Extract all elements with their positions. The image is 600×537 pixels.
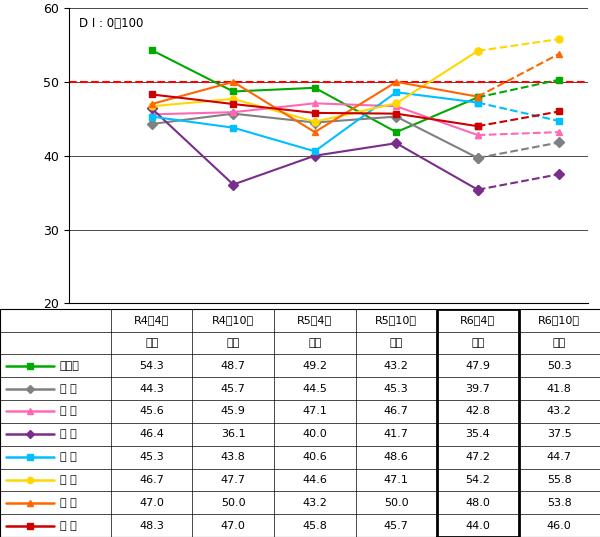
Text: 37.5: 37.5 (547, 429, 572, 439)
Text: D I : 0～100: D I : 0～100 (79, 17, 144, 30)
Text: 45.7: 45.7 (221, 383, 245, 394)
Text: 41.8: 41.8 (547, 383, 572, 394)
Text: 44.5: 44.5 (302, 383, 327, 394)
Text: 実感: 実感 (308, 338, 322, 348)
Text: 45.3: 45.3 (384, 383, 409, 394)
Text: 県 計: 県 計 (60, 520, 77, 531)
Text: R5年10月: R5年10月 (375, 315, 417, 325)
Text: R4年10月: R4年10月 (212, 315, 254, 325)
Text: 50.0: 50.0 (384, 498, 409, 508)
Text: 芳 賀: 芳 賀 (60, 429, 77, 439)
Text: 43.8: 43.8 (221, 452, 245, 462)
Text: 46.4: 46.4 (139, 429, 164, 439)
Text: 47.0: 47.0 (139, 498, 164, 508)
Text: 48.0: 48.0 (466, 498, 490, 508)
Text: 実感: 実感 (145, 338, 158, 348)
Text: 48.6: 48.6 (384, 452, 409, 462)
Text: 宇都宮: 宇都宮 (60, 361, 80, 371)
Text: 47.9: 47.9 (465, 361, 490, 371)
Text: 両 毛: 両 毛 (60, 407, 77, 417)
Text: 43.2: 43.2 (547, 407, 572, 417)
Text: 35.4: 35.4 (466, 429, 490, 439)
Text: 45.7: 45.7 (384, 520, 409, 531)
Text: 47.2: 47.2 (465, 452, 490, 462)
Text: 45.8: 45.8 (302, 520, 327, 531)
Text: 53.8: 53.8 (547, 498, 572, 508)
Text: 県 西: 県 西 (60, 452, 77, 462)
Text: 36.1: 36.1 (221, 429, 245, 439)
Text: R6年4月: R6年4月 (460, 315, 496, 325)
Text: 44.7: 44.7 (547, 452, 572, 462)
Text: 44.6: 44.6 (302, 475, 327, 485)
Text: 県 北: 県 北 (60, 498, 77, 508)
Text: 実感: 実感 (471, 338, 484, 348)
Text: 50.0: 50.0 (221, 498, 245, 508)
Text: 49.2: 49.2 (302, 361, 327, 371)
Text: 41.7: 41.7 (384, 429, 409, 439)
Text: 45.9: 45.9 (221, 407, 245, 417)
Text: 40.6: 40.6 (302, 452, 327, 462)
Text: R5年4月: R5年4月 (297, 315, 332, 325)
Text: 46.0: 46.0 (547, 520, 572, 531)
Text: 48.7: 48.7 (221, 361, 246, 371)
Text: 46.7: 46.7 (139, 475, 164, 485)
Text: 47.1: 47.1 (384, 475, 409, 485)
Text: 50.3: 50.3 (547, 361, 572, 371)
Text: 48.3: 48.3 (139, 520, 164, 531)
Text: 42.8: 42.8 (465, 407, 490, 417)
Text: 43.2: 43.2 (302, 498, 327, 508)
Text: 46.7: 46.7 (384, 407, 409, 417)
Text: 45.6: 45.6 (139, 407, 164, 417)
Text: 40.0: 40.0 (302, 429, 327, 439)
Text: R6年10月: R6年10月 (538, 315, 580, 325)
Text: 55.8: 55.8 (547, 475, 572, 485)
Text: 塩 那: 塩 那 (60, 475, 77, 485)
Text: 実感: 実感 (227, 338, 240, 348)
Text: 44.3: 44.3 (139, 383, 164, 394)
Text: 47.7: 47.7 (221, 475, 246, 485)
Text: 実感: 実感 (389, 338, 403, 348)
Text: 47.1: 47.1 (302, 407, 327, 417)
Text: 39.7: 39.7 (466, 383, 490, 394)
Text: 45.3: 45.3 (139, 452, 164, 462)
Text: 44.0: 44.0 (466, 520, 490, 531)
Text: 54.2: 54.2 (466, 475, 490, 485)
Text: 予測: 予測 (553, 338, 566, 348)
Text: R4年4月: R4年4月 (134, 315, 169, 325)
Text: 54.3: 54.3 (139, 361, 164, 371)
Text: 県 南: 県 南 (60, 383, 77, 394)
Text: 43.2: 43.2 (384, 361, 409, 371)
Text: 47.0: 47.0 (221, 520, 245, 531)
